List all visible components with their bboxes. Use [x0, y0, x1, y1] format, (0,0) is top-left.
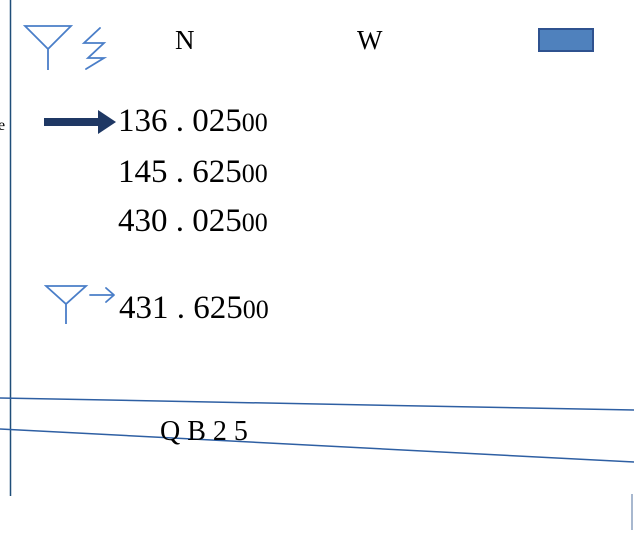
- channel-frequency: 136 . 025: [118, 103, 242, 139]
- battery-icon: [538, 28, 594, 52]
- channel-item[interactable]: 136 . 02500: [118, 105, 268, 138]
- antenna-icon: [23, 25, 73, 70]
- status-label-n: N: [175, 25, 195, 55]
- channel-frequency-suffix: 00: [241, 208, 268, 237]
- channel-frequency-suffix: 00: [241, 159, 268, 188]
- arrow-right-icon: [44, 110, 116, 134]
- antenna-arrow-icon: [44, 285, 115, 324]
- lightning-icon: [81, 27, 108, 70]
- channel-frequency-suffix: 00: [241, 108, 268, 137]
- channel-frequency: 145 . 625: [118, 154, 242, 190]
- callsign-label: Q B 2 5: [160, 416, 248, 447]
- channel-frequency: 430 . 025: [118, 203, 242, 239]
- transmit-frequency-suffix: 00: [242, 295, 269, 324]
- status-label-w: W: [357, 25, 383, 55]
- stray-text: e: [0, 117, 6, 134]
- transmit-frequency[interactable]: 431 . 62500: [119, 292, 269, 325]
- transmit-frequency-main: 431 . 625: [119, 290, 243, 326]
- channel-item[interactable]: 430 . 02500: [118, 205, 268, 238]
- channel-item[interactable]: 145 . 62500: [118, 156, 268, 189]
